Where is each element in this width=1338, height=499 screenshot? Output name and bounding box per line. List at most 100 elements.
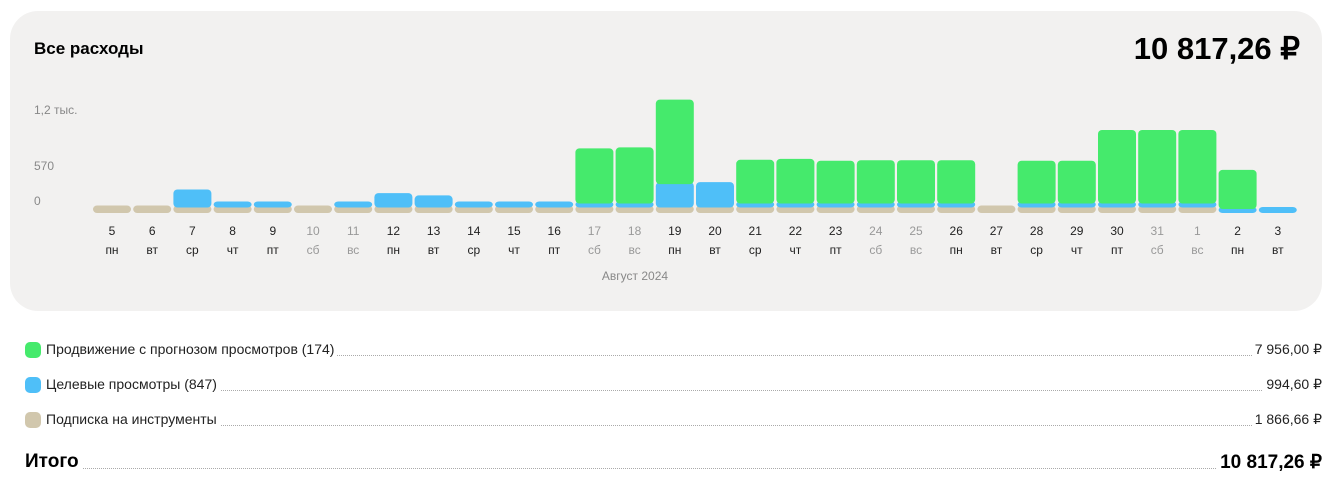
bar-21 — [736, 159, 775, 213]
x-tick-weekday: пн — [387, 243, 400, 257]
x-tick-weekday: вс — [1191, 243, 1203, 257]
legend-amount: 7 956,00 ₽ — [1251, 341, 1322, 358]
y-tick-label: 1,2 тыс. — [34, 103, 77, 117]
x-tick-weekday: вс — [910, 243, 922, 257]
legend-item-views: Целевые просмотры (847) 994,60 ₽ — [25, 375, 1322, 399]
x-tick-weekday: пт — [830, 243, 842, 257]
legend-label: Целевые просмотры (847) — [46, 376, 220, 392]
legend-amount: 1 866,66 ₽ — [1251, 411, 1322, 428]
x-tick-weekday: вт — [146, 243, 158, 257]
bar-9 — [253, 201, 292, 213]
bar-segment-views — [535, 201, 574, 208]
bar-segment-promo — [1098, 130, 1136, 204]
bar-segment-subscription — [294, 205, 332, 213]
bar-segment-promo — [1017, 160, 1056, 204]
x-tick-weekday: ср — [749, 243, 762, 257]
x-tick-weekday: вт — [428, 243, 440, 257]
x-tick-weekday: пн — [1231, 243, 1244, 257]
x-tick-day: 6 — [149, 224, 156, 238]
x-tick-weekday: пт — [1111, 243, 1123, 257]
bar-11 — [334, 201, 373, 213]
bar-18 — [615, 147, 654, 213]
x-tick-weekday: сб — [307, 243, 320, 257]
bar-segment-promo — [856, 160, 895, 204]
leader-dots — [25, 468, 1322, 469]
leader-dots — [46, 390, 1322, 391]
x-tick-day: 31 — [1151, 224, 1165, 238]
card-total-amount: 10 817,26 ₽ — [1133, 31, 1300, 66]
x-tick-weekday: ср — [186, 243, 199, 257]
x-tick-weekday: вт — [1272, 243, 1284, 257]
bar-segment-promo — [816, 160, 855, 204]
bar-17 — [575, 148, 614, 213]
bar-segment-views — [173, 189, 212, 208]
bar-segment-subscription — [133, 205, 172, 213]
bar-segment-views — [213, 201, 252, 208]
bar-20 — [696, 182, 734, 213]
x-tick-weekday: вт — [709, 243, 721, 257]
bar-23 — [816, 160, 855, 213]
x-tick-day: 24 — [869, 224, 883, 238]
legend-item-promo: Продвижение с прогнозом просмотров (174)… — [25, 340, 1322, 364]
legend-item-subscription: Подписка на инструменты 1 866,66 ₽ — [25, 410, 1322, 434]
bar-13 — [414, 195, 453, 213]
legend-label: Подписка на инструменты — [46, 411, 220, 427]
x-tick-weekday: чт — [790, 243, 802, 257]
period-label: Август 2024 — [602, 269, 668, 283]
bar-segment-views — [253, 201, 292, 208]
bar-segment-subscription — [977, 205, 1016, 213]
views-color-swatch — [25, 377, 41, 393]
bar-2 — [1218, 169, 1257, 213]
bar-segment-promo — [1138, 130, 1177, 204]
x-tick-day: 16 — [548, 224, 562, 238]
x-tick-weekday: вт — [991, 243, 1003, 257]
x-tick-day: 13 — [427, 224, 441, 238]
bar-24 — [856, 160, 895, 213]
x-tick-weekday: сб — [1151, 243, 1164, 257]
x-tick-day: 28 — [1030, 224, 1044, 238]
bar-16 — [535, 201, 574, 213]
bar-12 — [374, 193, 413, 213]
leader-dots — [46, 425, 1322, 426]
x-tick-weekday: чт — [227, 243, 239, 257]
bar-segment-views — [334, 201, 373, 208]
x-tick-weekday: вс — [628, 243, 640, 257]
x-tick-day: 25 — [909, 224, 923, 238]
x-tick-weekday: чт — [1071, 243, 1083, 257]
total-row: Итого 10 817,26 ₽ — [25, 450, 1322, 476]
bar-10 — [294, 205, 332, 213]
x-tick-day: 14 — [467, 224, 481, 238]
bar-segment-promo — [937, 160, 976, 204]
x-tick-weekday: вс — [347, 243, 359, 257]
x-tick-day: 17 — [588, 224, 602, 238]
x-tick-day: 2 — [1234, 224, 1241, 238]
bar-26 — [937, 160, 976, 213]
x-tick-weekday: пн — [950, 243, 963, 257]
leader-dots — [46, 355, 1322, 356]
x-tick-day: 18 — [628, 224, 642, 238]
bar-segment-promo — [575, 148, 614, 204]
bar-segment-views — [1258, 207, 1297, 213]
bar-segment-promo — [1218, 169, 1257, 209]
x-tick-weekday: ср — [1030, 243, 1043, 257]
x-tick-day: 8 — [229, 224, 236, 238]
bar-segment-views — [414, 195, 453, 208]
x-tick-day: 15 — [507, 224, 521, 238]
x-tick-day: 7 — [189, 224, 196, 238]
subscription-color-swatch — [25, 412, 41, 428]
bar-15 — [495, 201, 533, 213]
bar-7 — [173, 189, 212, 213]
bar-25 — [897, 160, 935, 213]
bar-segment-promo — [615, 147, 654, 204]
bar-22 — [776, 158, 815, 213]
bar-segment-promo — [655, 99, 694, 185]
bar-segment-views — [655, 182, 694, 208]
bar-segment-promo — [736, 159, 775, 204]
x-tick-day: 27 — [990, 224, 1004, 238]
x-tick-weekday: ср — [467, 243, 480, 257]
bar-6 — [133, 205, 172, 213]
bar-1 — [1178, 130, 1217, 213]
bar-segment-views — [495, 201, 533, 208]
x-tick-day: 19 — [668, 224, 682, 238]
